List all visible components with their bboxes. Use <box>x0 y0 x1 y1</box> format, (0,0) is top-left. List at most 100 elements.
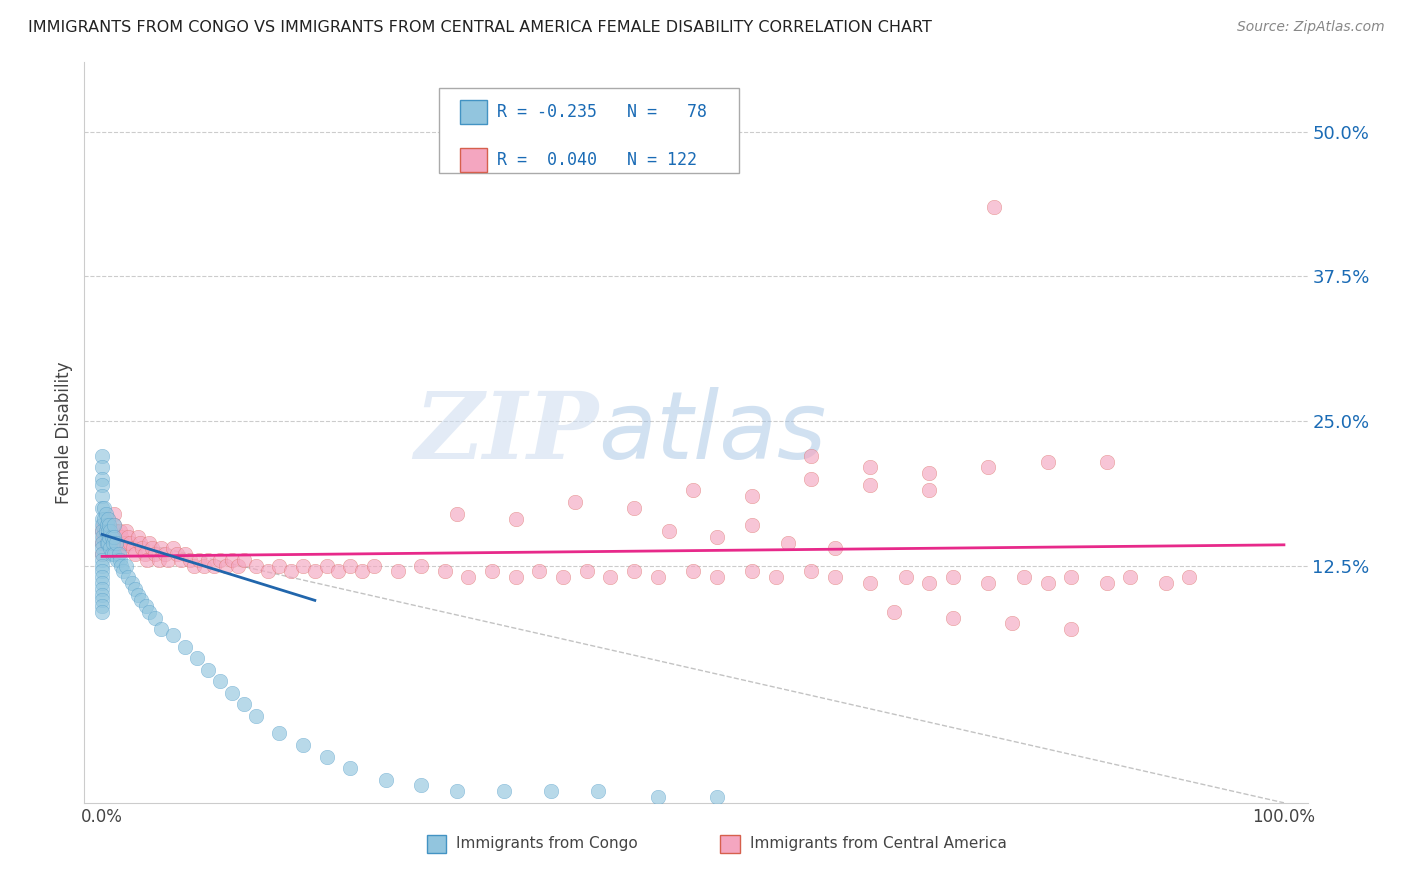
Point <box>108 524 131 538</box>
Point <box>91 530 114 544</box>
Point <box>977 576 1000 591</box>
Point <box>623 500 645 515</box>
Point <box>107 535 129 549</box>
Point <box>387 565 409 579</box>
Point <box>138 605 160 619</box>
Point <box>114 535 136 549</box>
Point <box>411 779 433 793</box>
Point <box>529 565 551 579</box>
Point <box>143 547 166 561</box>
Point <box>374 772 396 787</box>
Text: Immigrants from Congo: Immigrants from Congo <box>456 837 638 851</box>
Point <box>91 477 114 491</box>
Point <box>232 698 254 712</box>
Point <box>97 512 120 526</box>
Point <box>91 547 114 561</box>
Point <box>800 565 823 579</box>
Point <box>98 541 121 556</box>
Point <box>91 500 114 515</box>
Point <box>183 558 205 573</box>
Point <box>942 610 965 624</box>
Point <box>131 541 153 556</box>
Point <box>1178 570 1201 584</box>
Point <box>101 535 124 549</box>
Point <box>197 553 219 567</box>
Point <box>800 449 823 463</box>
Point <box>706 790 728 805</box>
Point <box>97 535 120 549</box>
Point <box>91 530 114 544</box>
Point <box>505 570 527 584</box>
Point <box>124 547 146 561</box>
Point <box>894 570 917 584</box>
Point <box>101 535 124 549</box>
Point <box>103 530 125 544</box>
Point <box>107 547 129 561</box>
Point <box>197 663 219 677</box>
Point <box>96 518 118 533</box>
Point <box>96 535 118 549</box>
Point <box>776 535 799 549</box>
Point <box>551 570 574 584</box>
Point <box>94 507 117 521</box>
Point <box>162 541 184 556</box>
Point <box>105 530 128 544</box>
Point <box>124 582 146 596</box>
Point <box>91 582 114 596</box>
Point <box>114 558 136 573</box>
Point <box>188 553 211 567</box>
Point <box>741 489 763 503</box>
Point <box>481 565 503 579</box>
Point <box>91 518 114 533</box>
Point <box>209 674 232 689</box>
Point <box>150 622 173 636</box>
Point <box>457 570 479 584</box>
Text: ZIP: ZIP <box>413 388 598 477</box>
Point <box>98 518 121 533</box>
Point <box>977 460 1000 475</box>
Point <box>103 518 125 533</box>
Point <box>91 570 114 584</box>
Point <box>741 565 763 579</box>
Point <box>91 524 114 538</box>
Point <box>492 784 515 798</box>
Point <box>859 477 882 491</box>
Text: IMMIGRANTS FROM CONGO VS IMMIGRANTS FROM CENTRAL AMERICA FEMALE DISABILITY CORRE: IMMIGRANTS FROM CONGO VS IMMIGRANTS FROM… <box>28 20 932 35</box>
Point <box>96 535 118 549</box>
Point <box>304 565 326 579</box>
Text: R =  0.040   N = 122: R = 0.040 N = 122 <box>496 151 696 169</box>
Point <box>91 512 114 526</box>
Point <box>1095 454 1118 468</box>
Point <box>824 541 846 556</box>
Point <box>97 524 120 538</box>
Text: R = -0.235   N =   78: R = -0.235 N = 78 <box>496 103 707 121</box>
Point <box>91 524 114 538</box>
Point <box>91 489 114 503</box>
Point <box>91 518 114 533</box>
Point <box>135 599 157 614</box>
Point <box>575 565 598 579</box>
Point <box>215 558 238 573</box>
Point <box>647 790 669 805</box>
Point <box>1154 576 1177 591</box>
Point <box>245 558 267 573</box>
FancyBboxPatch shape <box>439 88 738 173</box>
Point <box>111 535 134 549</box>
Point <box>800 472 823 486</box>
Point <box>107 553 129 567</box>
Point <box>170 553 193 567</box>
Point <box>105 535 128 549</box>
Point <box>100 530 122 544</box>
Point <box>883 605 905 619</box>
Point <box>150 541 173 556</box>
Point <box>110 530 132 544</box>
Point <box>859 460 882 475</box>
Point <box>1060 622 1083 636</box>
Point <box>91 535 114 549</box>
Point <box>91 588 114 602</box>
Point <box>93 512 115 526</box>
Point <box>103 547 125 561</box>
FancyBboxPatch shape <box>460 100 486 124</box>
Point <box>93 500 115 515</box>
Point <box>706 530 728 544</box>
